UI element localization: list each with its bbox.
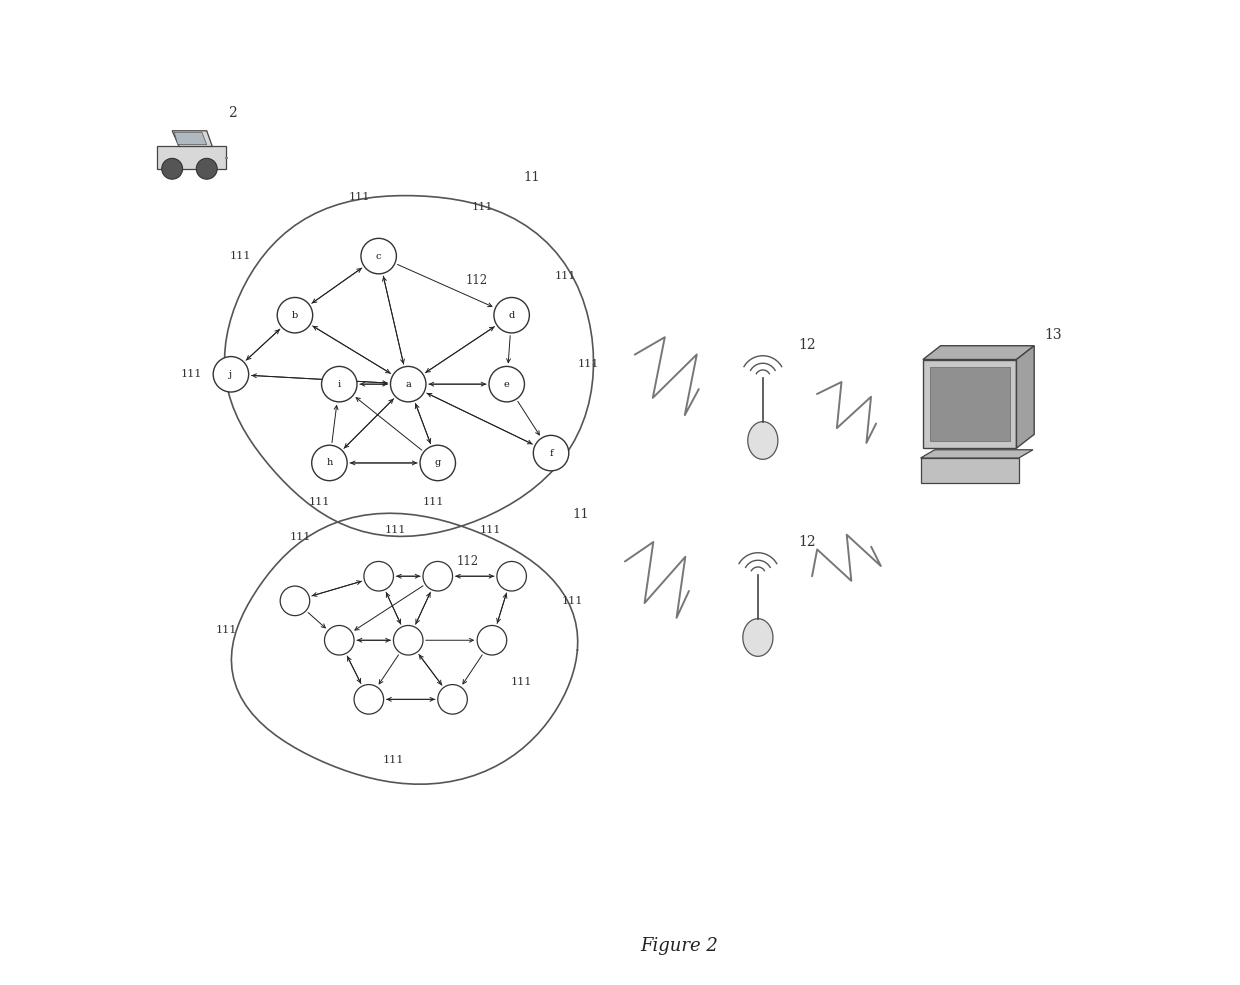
Text: 111: 111 bbox=[231, 251, 252, 261]
Circle shape bbox=[280, 586, 310, 616]
Text: j: j bbox=[229, 369, 232, 379]
Circle shape bbox=[494, 297, 529, 333]
Text: 11: 11 bbox=[523, 170, 539, 184]
Polygon shape bbox=[1017, 346, 1034, 448]
Circle shape bbox=[363, 561, 393, 591]
Text: 112: 112 bbox=[466, 274, 489, 288]
Text: 111: 111 bbox=[348, 192, 370, 202]
Text: 111: 111 bbox=[511, 677, 532, 687]
Polygon shape bbox=[743, 619, 773, 656]
Text: 13: 13 bbox=[1044, 328, 1063, 342]
Polygon shape bbox=[920, 450, 1033, 458]
Text: 111: 111 bbox=[181, 369, 202, 379]
Text: Figure 2: Figure 2 bbox=[640, 937, 718, 954]
Text: i: i bbox=[337, 379, 341, 389]
Text: 12: 12 bbox=[799, 338, 816, 352]
Circle shape bbox=[325, 625, 355, 655]
Text: a: a bbox=[405, 379, 412, 389]
Circle shape bbox=[533, 435, 569, 471]
Circle shape bbox=[393, 625, 423, 655]
Text: e: e bbox=[503, 379, 510, 389]
Text: 12: 12 bbox=[799, 535, 816, 549]
Text: 11: 11 bbox=[572, 507, 589, 521]
Circle shape bbox=[391, 366, 427, 402]
Circle shape bbox=[278, 297, 312, 333]
Text: d: d bbox=[508, 310, 515, 320]
Polygon shape bbox=[157, 147, 226, 168]
Text: 111: 111 bbox=[422, 497, 444, 507]
Circle shape bbox=[321, 366, 357, 402]
Text: f: f bbox=[549, 448, 553, 458]
FancyBboxPatch shape bbox=[920, 458, 1019, 483]
Text: c: c bbox=[376, 251, 382, 261]
Circle shape bbox=[438, 685, 467, 714]
Text: 111: 111 bbox=[216, 625, 237, 635]
Text: 2: 2 bbox=[228, 106, 237, 120]
Text: 111: 111 bbox=[562, 596, 583, 606]
Circle shape bbox=[196, 159, 217, 179]
Text: g: g bbox=[435, 458, 441, 468]
Circle shape bbox=[355, 685, 383, 714]
Circle shape bbox=[213, 357, 249, 392]
Text: 111: 111 bbox=[578, 360, 599, 369]
Text: 111: 111 bbox=[480, 525, 501, 535]
Text: 111: 111 bbox=[289, 532, 310, 542]
Circle shape bbox=[311, 445, 347, 481]
Text: 111: 111 bbox=[556, 271, 577, 281]
Polygon shape bbox=[923, 346, 1034, 360]
Text: h: h bbox=[326, 458, 332, 468]
FancyBboxPatch shape bbox=[923, 360, 1017, 448]
Text: 111: 111 bbox=[383, 755, 404, 765]
Polygon shape bbox=[175, 132, 207, 145]
Circle shape bbox=[161, 159, 182, 179]
Text: 111: 111 bbox=[384, 525, 407, 535]
Polygon shape bbox=[172, 131, 212, 147]
Text: 112: 112 bbox=[456, 555, 479, 568]
FancyBboxPatch shape bbox=[930, 367, 1009, 441]
Circle shape bbox=[489, 366, 525, 402]
Text: 111: 111 bbox=[309, 497, 330, 507]
Circle shape bbox=[477, 625, 507, 655]
Text: 111: 111 bbox=[471, 202, 492, 212]
Circle shape bbox=[361, 238, 397, 274]
Circle shape bbox=[423, 561, 453, 591]
Circle shape bbox=[497, 561, 527, 591]
Text: b: b bbox=[291, 310, 298, 320]
Circle shape bbox=[420, 445, 455, 481]
Polygon shape bbox=[748, 422, 777, 459]
